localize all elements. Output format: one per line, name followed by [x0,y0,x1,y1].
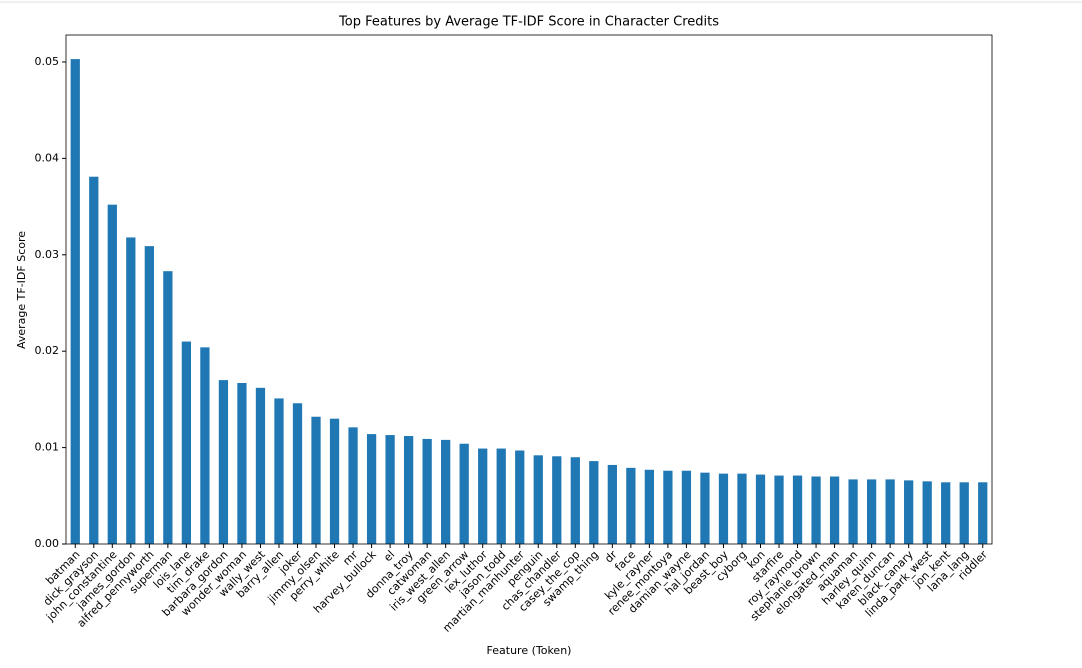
bar [292,403,303,544]
bar [237,383,247,544]
plot-frame [65,34,993,545]
bar [681,470,692,544]
bar [570,457,580,544]
bar [366,434,377,544]
bar [126,237,136,544]
bar [515,450,525,544]
x-axis-label: Feature (Token) [487,644,572,657]
bar [422,438,432,544]
bar [755,474,766,544]
bar [533,455,543,544]
bar [978,482,988,544]
bar [255,387,266,544]
y-tick-label: 0.05 [35,55,60,68]
bar [866,479,877,544]
bar [718,473,729,544]
bar [607,464,617,544]
chart-title: Top Features by Average TF-IDF Score in … [338,15,719,30]
bar [496,448,506,544]
bar [348,427,358,544]
bar [163,271,173,544]
bar [663,470,673,544]
bar [478,448,488,544]
bar [441,439,451,544]
bar [89,176,99,545]
bar [311,416,321,544]
bar [941,482,951,544]
bar [904,480,914,544]
bar [552,456,562,544]
bar [274,398,284,544]
bar [737,473,747,544]
bar [700,472,710,544]
bar [181,341,192,544]
bar [459,443,469,544]
bar [829,476,840,544]
bar [218,380,229,544]
bar [774,475,784,544]
bar [403,436,414,544]
y-tick-label: 0.03 [35,248,60,261]
bar [811,476,821,544]
bar [885,479,895,544]
bar [70,59,80,545]
y-tick-label: 0.00 [35,537,60,550]
y-axis-label: Average TF-IDF Score [15,231,28,349]
bar [644,469,655,544]
bar [792,475,803,544]
y-tick-label: 0.04 [35,151,60,164]
y-tick-label: 0.01 [35,441,60,454]
bar [959,482,969,544]
bar [589,461,599,544]
bar [329,418,340,544]
bar [200,347,210,544]
y-tick-label: 0.02 [35,344,60,357]
bar [626,467,636,544]
bar [922,481,932,544]
bar [848,479,858,544]
bar [144,246,154,544]
bar [107,204,117,544]
bar [385,435,395,544]
